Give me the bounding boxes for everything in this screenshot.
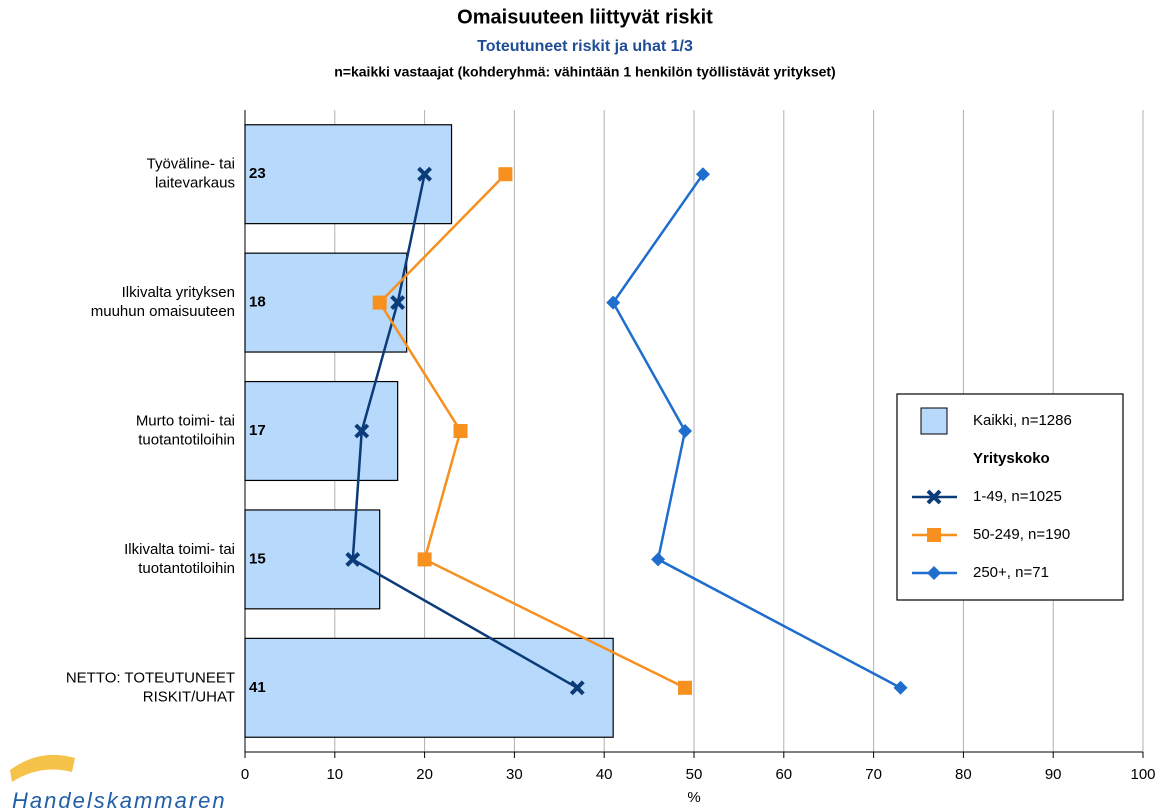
bar — [244, 380, 399, 482]
bar-value-label: 15 — [249, 550, 266, 567]
x-tick-label: 0 — [241, 766, 249, 783]
marker — [372, 295, 387, 310]
marker — [345, 551, 361, 567]
x-tick-label: 90 — [1045, 766, 1062, 783]
x-tick-label: 70 — [865, 766, 882, 783]
marker — [498, 167, 513, 182]
y-tick-label: Murto toimi- tai tuotantotiloihin — [136, 412, 235, 448]
line — [378, 173, 686, 689]
marker — [390, 295, 406, 311]
y-tick-label: NETTO: TOTEUTUNEET RISKIT/UHAT — [66, 669, 235, 705]
x-tick-label: 100 — [1130, 766, 1155, 783]
marker — [927, 566, 941, 580]
legend-swatch — [920, 407, 948, 435]
x-tick-label: 80 — [955, 766, 972, 783]
x-tick-label: 60 — [775, 766, 792, 783]
chart-note: n=kaikki vastaajat (kohderyhmä: vähintää… — [334, 64, 835, 80]
marker — [678, 680, 693, 695]
marker — [606, 295, 621, 310]
legend-label: 1-49, n=1025 — [973, 488, 1062, 505]
logo-text: Handelskammaren — [12, 788, 227, 811]
marker — [651, 552, 666, 567]
marker — [678, 424, 693, 438]
chart-subtitle: Toteutuneet riskit ja uhat 1/3 — [477, 38, 693, 55]
marker — [893, 680, 908, 695]
line — [611, 173, 902, 689]
x-tick-label: 40 — [596, 766, 613, 783]
legend-label: 250+, n=71 — [973, 564, 1049, 581]
y-tick-label: Ilkivalta toimi- tai tuotantotiloihin — [124, 541, 235, 577]
marker — [695, 167, 710, 182]
x-axis-label: % — [687, 789, 700, 806]
x-tick-label: 10 — [326, 766, 343, 783]
legend-label: Kaikki, n=1286 — [973, 412, 1072, 429]
bar — [244, 124, 453, 225]
bar — [244, 637, 614, 738]
marker — [417, 166, 433, 182]
marker — [927, 528, 941, 542]
bar-value-label: 41 — [249, 679, 266, 696]
marker — [569, 680, 585, 696]
bar-value-label: 23 — [249, 165, 266, 182]
x-tick-label: 50 — [686, 766, 703, 783]
bar — [244, 509, 381, 610]
legend-label: 50-249, n=190 — [973, 526, 1070, 543]
y-tick-label: Ilkivalta yrityksen muuhun omaisuuteen — [91, 284, 235, 320]
chart-title: Omaisuuteen liittyvät riskit — [457, 6, 713, 28]
x-tick-label: 20 — [416, 766, 433, 783]
y-tick-label: Työväline- tai laitevarkaus — [147, 156, 235, 192]
marker — [417, 552, 432, 567]
marker — [926, 489, 942, 505]
x-tick-label: 30 — [506, 766, 523, 783]
logo-mark — [10, 754, 75, 782]
marker — [354, 423, 370, 439]
bar-value-label: 18 — [249, 294, 266, 311]
legend-title: Yrityskoko — [973, 450, 1050, 467]
bar-value-label: 17 — [249, 422, 266, 439]
marker — [453, 424, 468, 438]
